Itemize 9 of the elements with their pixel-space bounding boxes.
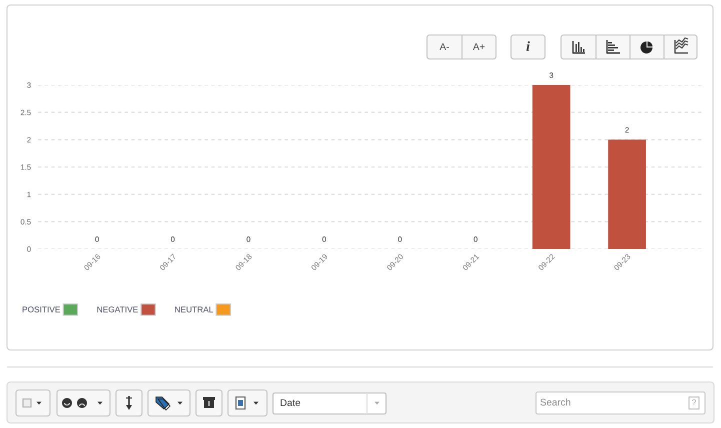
legend-label: POSITIVE <box>22 306 60 312</box>
text: Search <box>540 398 570 406</box>
text: ? <box>692 399 696 406</box>
text: A+ <box>472 43 485 50</box>
text: A- <box>440 43 449 50</box>
text: Date <box>280 399 300 406</box>
text: i <box>526 41 530 51</box>
legend-label: NEUTRAL <box>175 306 214 312</box>
legend-label: NEGATIVE <box>97 306 138 312</box>
